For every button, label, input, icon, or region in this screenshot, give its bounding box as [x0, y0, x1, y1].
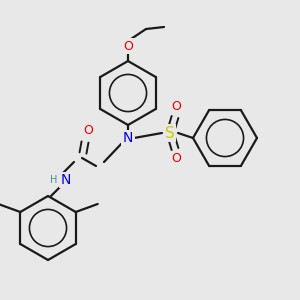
Text: S: S — [165, 125, 175, 140]
Text: N: N — [61, 173, 71, 187]
Text: N: N — [123, 131, 133, 145]
Text: O: O — [171, 100, 181, 113]
Text: O: O — [171, 152, 181, 166]
Text: O: O — [123, 40, 133, 52]
Text: H: H — [50, 175, 58, 185]
Text: O: O — [83, 124, 93, 136]
